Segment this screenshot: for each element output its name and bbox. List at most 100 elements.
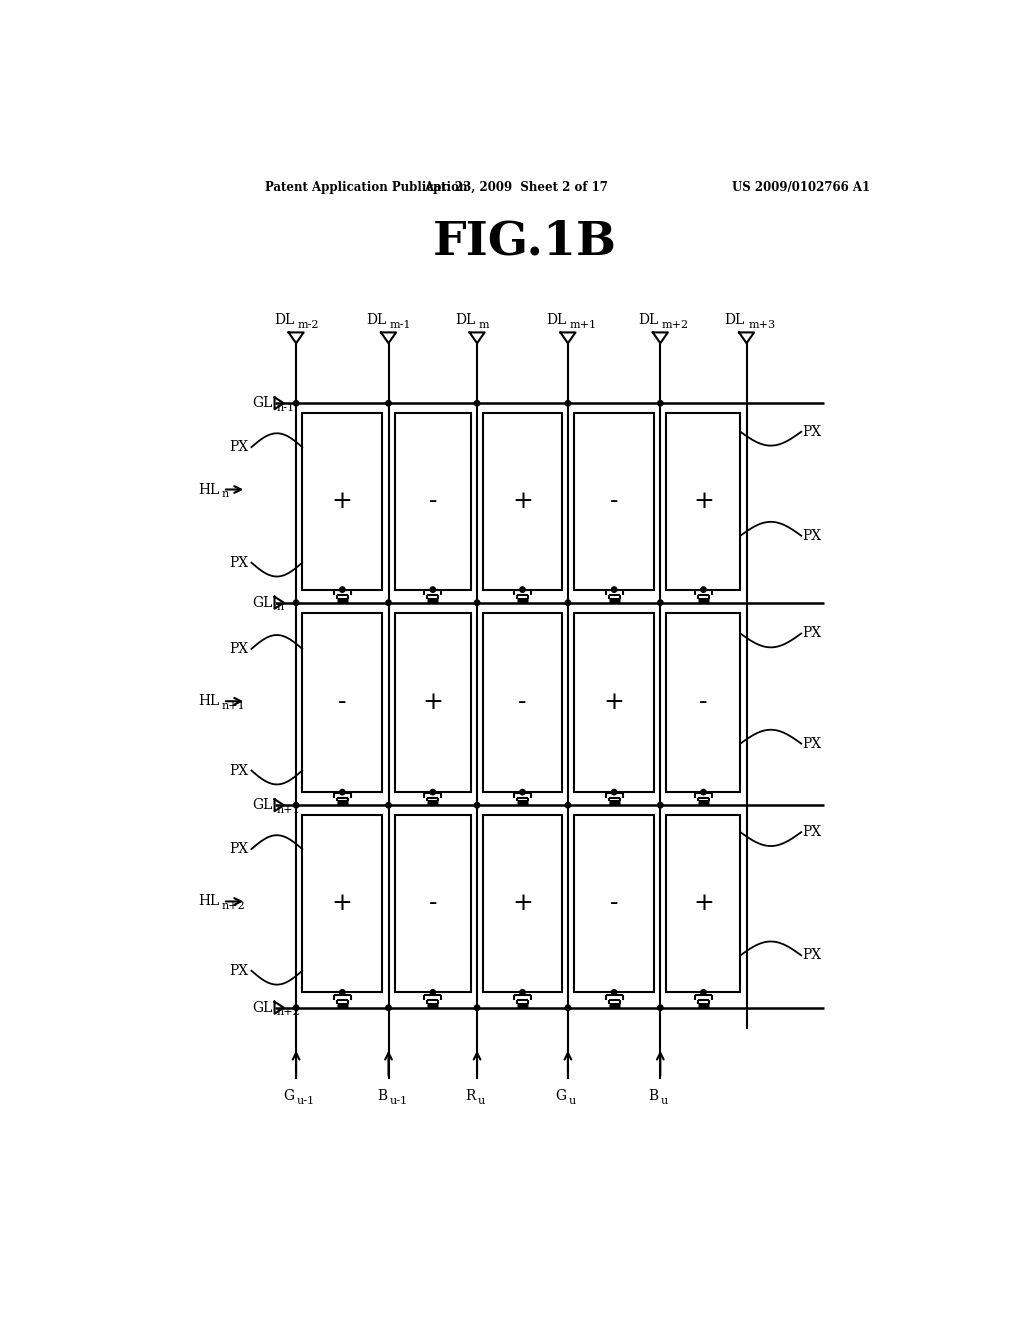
Circle shape <box>474 803 480 808</box>
Text: DL: DL <box>456 313 475 327</box>
Text: PX: PX <box>803 627 822 640</box>
Text: PX: PX <box>803 425 822 438</box>
Circle shape <box>700 990 707 995</box>
Text: +: + <box>512 892 532 915</box>
Text: -: - <box>699 690 708 714</box>
Bar <box>667 816 740 993</box>
Circle shape <box>430 789 435 795</box>
Circle shape <box>294 400 299 407</box>
Text: DL: DL <box>546 313 566 327</box>
Bar <box>483 413 562 590</box>
Circle shape <box>340 587 345 593</box>
Text: +: + <box>604 690 625 714</box>
Text: m+2: m+2 <box>662 319 689 330</box>
Text: PX: PX <box>803 529 822 543</box>
Text: +: + <box>693 490 714 512</box>
Text: u: u <box>662 1096 669 1106</box>
Bar <box>394 612 471 792</box>
Text: G: G <box>555 1089 566 1104</box>
Text: -: - <box>338 690 346 714</box>
Text: +: + <box>512 490 532 512</box>
Bar <box>394 816 471 993</box>
Text: n: n <box>276 602 284 612</box>
Circle shape <box>565 1005 570 1010</box>
Circle shape <box>430 587 435 593</box>
Circle shape <box>474 400 480 407</box>
Text: R: R <box>465 1089 475 1104</box>
Text: DL: DL <box>725 313 745 327</box>
Circle shape <box>520 587 525 593</box>
Bar <box>667 413 740 590</box>
Circle shape <box>657 601 663 606</box>
Circle shape <box>611 789 616 795</box>
Text: G: G <box>284 1089 295 1104</box>
Circle shape <box>340 990 345 995</box>
Text: n-1: n-1 <box>276 403 294 413</box>
Text: B: B <box>377 1089 387 1104</box>
Circle shape <box>520 990 525 995</box>
Text: -: - <box>428 892 437 915</box>
Bar <box>302 413 382 590</box>
Text: n+1: n+1 <box>221 701 245 711</box>
Circle shape <box>386 400 391 407</box>
Circle shape <box>294 1005 299 1010</box>
Text: u-1: u-1 <box>297 1096 315 1106</box>
Circle shape <box>340 789 345 795</box>
Circle shape <box>611 587 616 593</box>
Circle shape <box>474 1005 480 1010</box>
Text: PX: PX <box>803 825 822 840</box>
Bar <box>574 612 654 792</box>
Text: DL: DL <box>639 313 658 327</box>
Text: m-2: m-2 <box>298 319 319 330</box>
Circle shape <box>565 803 570 808</box>
Text: PX: PX <box>803 737 822 751</box>
Text: B: B <box>648 1089 658 1104</box>
Text: -: - <box>610 490 618 512</box>
Text: n+1: n+1 <box>276 805 300 814</box>
Circle shape <box>700 587 707 593</box>
Text: u: u <box>568 1096 575 1106</box>
Text: -: - <box>610 892 618 915</box>
Circle shape <box>294 601 299 606</box>
Text: GL: GL <box>253 595 273 610</box>
Text: -: - <box>428 490 437 512</box>
Text: HL: HL <box>199 483 220 496</box>
Text: +: + <box>693 892 714 915</box>
Circle shape <box>386 1005 391 1010</box>
Circle shape <box>700 789 707 795</box>
Circle shape <box>474 601 480 606</box>
Text: m+1: m+1 <box>569 319 597 330</box>
Text: PX: PX <box>229 763 249 777</box>
Text: Patent Application Publication: Patent Application Publication <box>265 181 468 194</box>
Text: DL: DL <box>367 313 387 327</box>
Text: n: n <box>221 490 228 499</box>
Text: Apr. 23, 2009  Sheet 2 of 17: Apr. 23, 2009 Sheet 2 of 17 <box>424 181 607 194</box>
Circle shape <box>565 601 570 606</box>
Text: US 2009/0102766 A1: US 2009/0102766 A1 <box>731 181 869 194</box>
Circle shape <box>657 400 663 407</box>
Circle shape <box>520 789 525 795</box>
Bar <box>483 612 562 792</box>
Circle shape <box>611 990 616 995</box>
Text: u: u <box>478 1096 485 1106</box>
Text: +: + <box>422 690 443 714</box>
Text: -: - <box>518 690 526 714</box>
Text: m+3: m+3 <box>749 319 775 330</box>
Text: FIG.1B: FIG.1B <box>433 219 616 264</box>
Text: +: + <box>332 490 352 512</box>
Text: n+2: n+2 <box>221 902 245 911</box>
Bar <box>574 413 654 590</box>
Bar <box>302 612 382 792</box>
Bar <box>483 816 562 993</box>
Text: PX: PX <box>229 964 249 978</box>
Circle shape <box>386 803 391 808</box>
Text: u-1: u-1 <box>389 1096 408 1106</box>
Text: PX: PX <box>229 440 249 454</box>
Text: HL: HL <box>199 895 220 908</box>
Text: n+2: n+2 <box>276 1007 300 1018</box>
Text: GL: GL <box>253 799 273 812</box>
Circle shape <box>657 1005 663 1010</box>
Bar <box>394 413 471 590</box>
Text: HL: HL <box>199 694 220 709</box>
Text: PX: PX <box>803 948 822 962</box>
